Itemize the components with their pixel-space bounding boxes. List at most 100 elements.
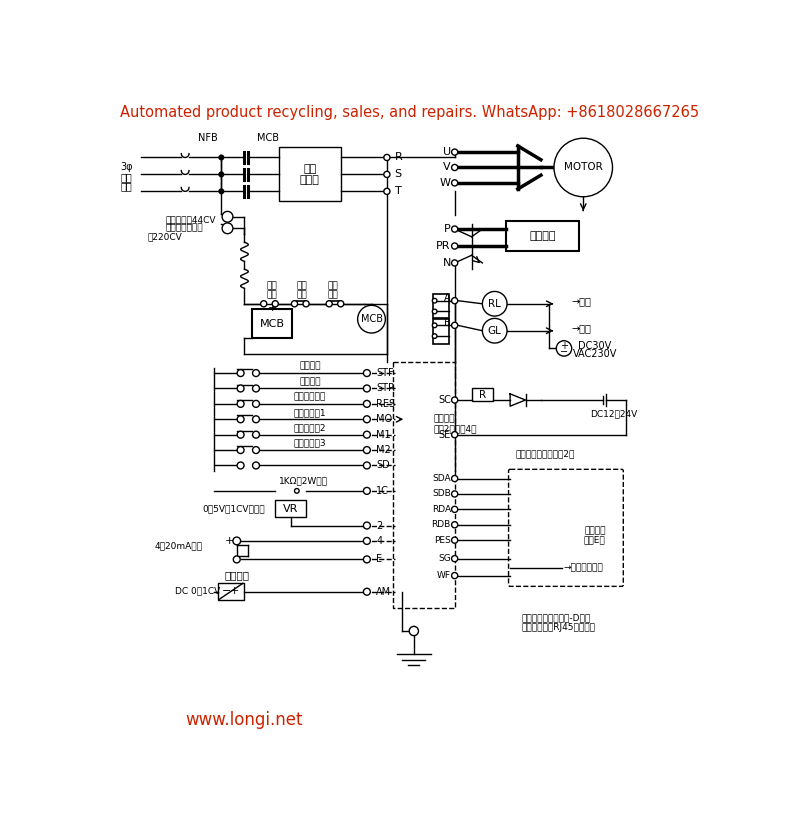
Text: DC 0～1CV: DC 0～1CV <box>175 587 221 596</box>
Text: 电源: 电源 <box>121 172 133 182</box>
Text: B: B <box>444 318 451 328</box>
Text: M2: M2 <box>376 445 391 455</box>
Circle shape <box>451 431 458 438</box>
Text: 3φ: 3φ <box>120 163 133 173</box>
Circle shape <box>451 506 458 513</box>
Bar <box>252 309 292 338</box>
Circle shape <box>432 323 437 327</box>
Text: M1: M1 <box>376 430 390 440</box>
Circle shape <box>432 298 437 303</box>
Text: MO: MO <box>376 415 392 425</box>
Text: S: S <box>394 170 402 179</box>
Text: 多段速指令1: 多段速指令1 <box>294 408 326 417</box>
Text: （注E）: （注E） <box>584 536 606 544</box>
Circle shape <box>253 446 259 454</box>
Bar <box>506 221 579 251</box>
Text: 模拟电表: 模拟电表 <box>224 570 250 580</box>
Circle shape <box>451 491 458 497</box>
Text: MOTOR: MOTOR <box>564 163 602 173</box>
Circle shape <box>451 397 458 403</box>
Text: SDA: SDA <box>432 474 451 483</box>
Text: +: + <box>230 586 239 596</box>
Circle shape <box>410 627 418 636</box>
Text: GL: GL <box>488 326 502 336</box>
Circle shape <box>363 385 370 392</box>
Circle shape <box>326 301 332 307</box>
Circle shape <box>237 431 244 438</box>
Circle shape <box>237 462 244 469</box>
Text: 2: 2 <box>376 520 382 530</box>
Text: PES: PES <box>434 536 451 544</box>
Circle shape <box>363 416 370 423</box>
Circle shape <box>384 171 390 178</box>
Circle shape <box>222 211 233 222</box>
Text: A: A <box>444 293 451 303</box>
Text: AM: AM <box>376 587 391 597</box>
Text: www.longi.net: www.longi.net <box>186 711 303 730</box>
Text: MCB: MCB <box>361 314 382 324</box>
Circle shape <box>363 488 370 494</box>
Text: 当变压器为44CV: 当变压器为44CV <box>165 215 216 224</box>
Text: 到220CV: 到220CV <box>148 233 182 241</box>
Text: WF: WF <box>437 571 451 580</box>
Text: SD: SD <box>376 460 390 470</box>
Circle shape <box>451 260 458 266</box>
Text: 通讯端子: 通讯端子 <box>584 526 606 535</box>
Circle shape <box>272 301 278 307</box>
Text: +: + <box>225 536 234 546</box>
Text: SE: SE <box>438 430 451 440</box>
Text: 电源: 电源 <box>266 290 277 299</box>
Bar <box>275 500 306 517</box>
Circle shape <box>384 189 390 194</box>
Bar <box>433 294 449 318</box>
Text: −: − <box>222 586 230 596</box>
Text: R: R <box>394 152 402 163</box>
Text: DC30V: DC30V <box>578 341 611 352</box>
Text: 煞车电阻: 煞车电阻 <box>529 231 556 241</box>
Text: 紧急: 紧急 <box>328 282 338 291</box>
Text: 0～5V（1CV）输入: 0～5V（1CV）输入 <box>202 504 265 513</box>
Text: 切断: 切断 <box>297 282 307 291</box>
Text: RDA: RDA <box>432 505 451 514</box>
Text: SG: SG <box>438 554 451 563</box>
Circle shape <box>363 401 370 407</box>
Circle shape <box>294 489 299 493</box>
Text: RES: RES <box>376 399 395 409</box>
Circle shape <box>253 416 259 423</box>
Circle shape <box>451 573 458 578</box>
Text: U: U <box>442 147 451 157</box>
Circle shape <box>219 155 224 160</box>
Text: PR: PR <box>436 241 451 251</box>
Text: SC: SC <box>438 395 451 405</box>
Circle shape <box>234 556 240 563</box>
Circle shape <box>363 538 370 544</box>
Text: STR: STR <box>376 383 395 393</box>
Text: 报警清除指令: 报警清除指令 <box>294 392 326 401</box>
Circle shape <box>219 172 224 177</box>
Circle shape <box>253 401 259 407</box>
Circle shape <box>554 138 613 197</box>
Bar <box>433 319 449 344</box>
Text: →特殊用途端子: →特殊用途端子 <box>564 563 604 573</box>
Circle shape <box>338 301 344 307</box>
Circle shape <box>451 179 458 186</box>
Bar <box>393 361 454 608</box>
Circle shape <box>253 431 259 438</box>
Circle shape <box>451 226 458 232</box>
Text: 启动: 启动 <box>266 282 277 291</box>
Circle shape <box>556 341 572 356</box>
Circle shape <box>451 522 458 528</box>
Circle shape <box>222 223 233 234</box>
Circle shape <box>253 370 259 376</box>
Circle shape <box>237 416 244 423</box>
Circle shape <box>451 537 458 543</box>
Text: 多段速指令2: 多段速指令2 <box>294 423 326 432</box>
Bar <box>218 583 245 600</box>
Text: T: T <box>394 186 402 196</box>
Circle shape <box>363 462 370 469</box>
Text: DC12～24V: DC12～24V <box>590 410 638 418</box>
Text: 1KΩ　2W以上: 1KΩ 2W以上 <box>279 476 328 485</box>
Text: P: P <box>444 224 451 234</box>
Text: →绿灯: →绿灯 <box>572 323 591 333</box>
Text: 为外拉操作器专用（-D）机: 为外拉操作器专用（-D）机 <box>522 613 591 622</box>
